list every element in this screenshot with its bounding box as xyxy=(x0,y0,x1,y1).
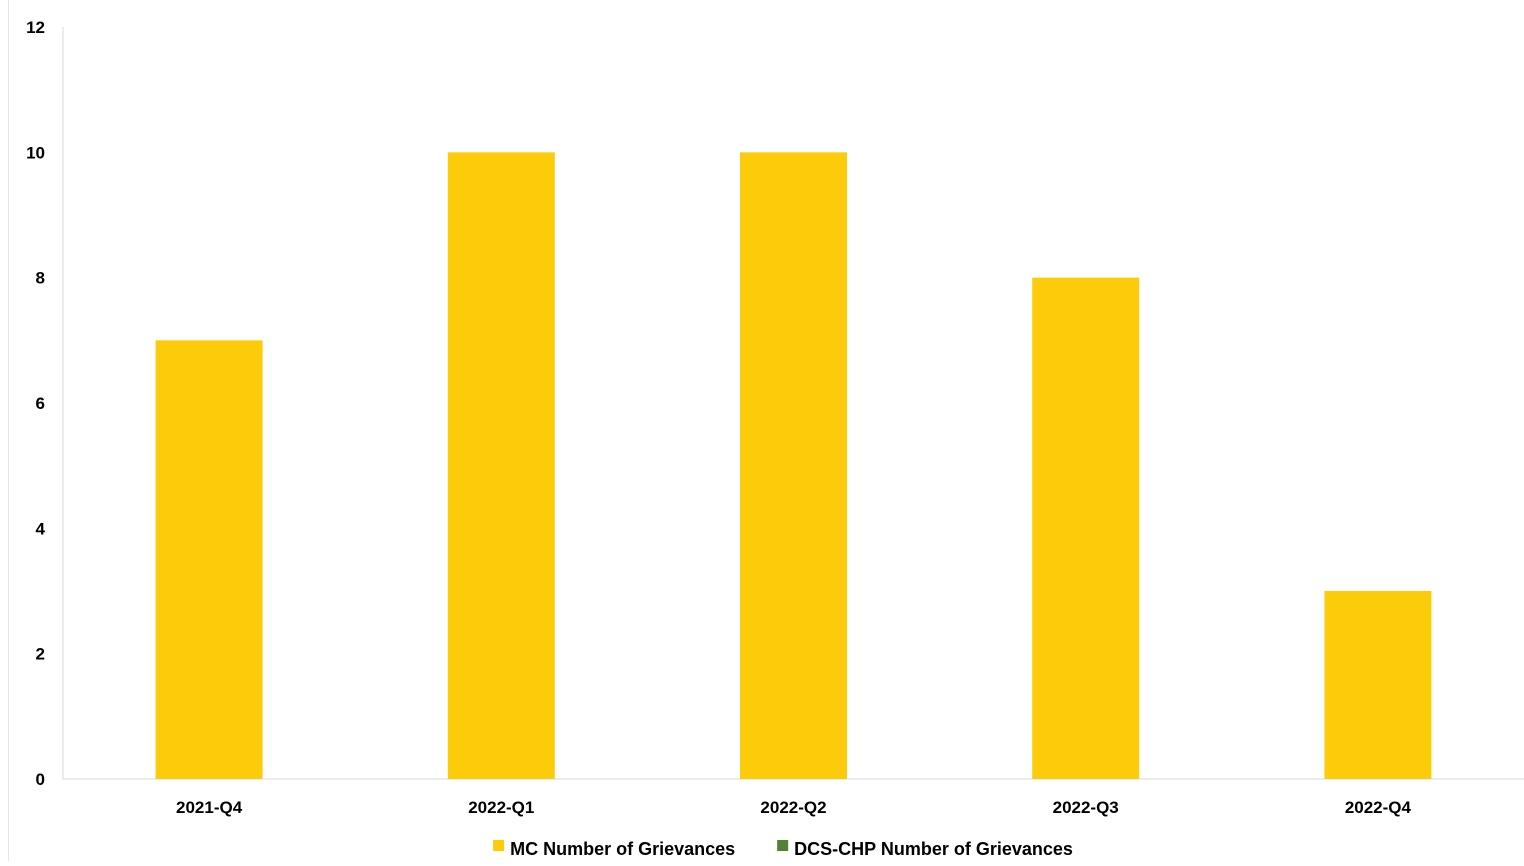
y-tick-label: 0 xyxy=(36,770,45,789)
y-tick-label: 10 xyxy=(26,143,45,162)
legend-label: DCS-CHP Number of Grievances xyxy=(794,839,1073,859)
bar-2022-q4 xyxy=(1324,591,1432,779)
bar-2022-q2 xyxy=(740,152,847,780)
x-tick-label: 2022-Q1 xyxy=(468,798,534,817)
bars xyxy=(155,152,1432,780)
bar-2022-q3 xyxy=(1032,277,1140,779)
legend-swatch xyxy=(493,840,505,851)
y-axis: 0 2 4 6 8 10 12 xyxy=(26,18,64,789)
bar-2021-q4 xyxy=(155,340,263,779)
chart-frame-edge xyxy=(8,0,9,861)
y-tick-label: 2 xyxy=(36,645,45,664)
legend-item: DCS-CHP Number of Grievances xyxy=(777,839,1073,859)
legend-item: MC Number of Grievances xyxy=(493,839,735,859)
x-tick-label: 2022-Q2 xyxy=(760,798,826,817)
legend-label: MC Number of Grievances xyxy=(510,839,735,859)
y-tick-label: 6 xyxy=(36,394,45,413)
bar-2022-q1 xyxy=(447,152,555,780)
y-tick-label: 8 xyxy=(36,269,45,288)
x-tick-label: 2022-Q3 xyxy=(1053,798,1119,817)
legend-swatch xyxy=(777,840,789,851)
x-tick-label: 2022-Q4 xyxy=(1345,798,1412,817)
x-axis: 2021-Q4 2022-Q1 2022-Q2 2022-Q3 2022-Q4 xyxy=(63,778,1524,817)
legend: MC Number of Grievances DCS-CHP Number of… xyxy=(493,839,1073,859)
x-tick-label: 2021-Q4 xyxy=(176,798,243,817)
y-tick-label: 12 xyxy=(26,18,45,37)
y-tick-label: 4 xyxy=(36,519,46,538)
